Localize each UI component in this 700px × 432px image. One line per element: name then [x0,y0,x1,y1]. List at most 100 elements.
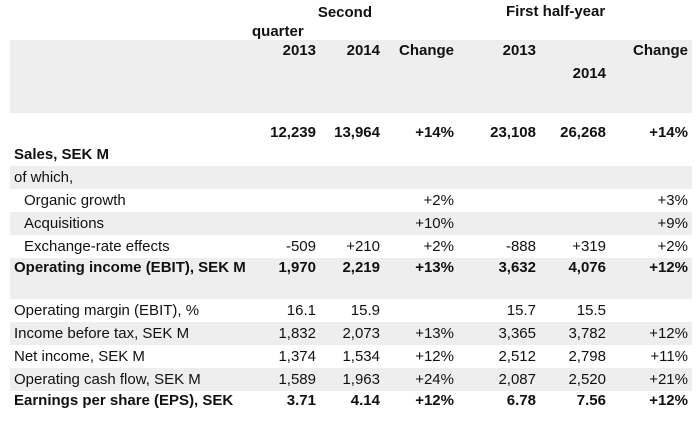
cell [458,212,540,235]
row-label: Net income, SEK M [14,348,145,365]
cell: 6.78 [506,392,536,409]
cell: 1,963 [320,368,384,391]
row-label: Exchange-rate effects [24,238,170,255]
cell: -509 [285,238,316,255]
cell [384,143,458,166]
table-row: Acquisitions +10% +9% [10,212,692,235]
header-blank [10,40,252,113]
table-row: Organic growth +2% +3% [10,189,692,212]
col-q2-change: Change [384,40,458,113]
table-row: Operating margin (EBIT), % 16.1 15.9 15.… [10,299,692,322]
table-row: Earnings per share (EPS), SEK 3.71 4.14 … [10,391,692,432]
group-header-second-quarter: Second quarter [252,3,372,41]
table-row: Operating income (EBIT), SEK M 1,970 2,2… [10,258,692,299]
cell: 2,087 [458,368,540,391]
cell [540,212,610,235]
col-h1-2014: 2014 [540,40,610,113]
cell [252,212,320,235]
cell [540,143,610,166]
row-label: Earnings per share (EPS), SEK [14,392,234,409]
cell: 2,798 [568,348,606,365]
cell [320,143,384,166]
row-label: Operating margin (EBIT), % [14,302,200,319]
cell: 3.71 [286,392,316,409]
cell: +2% [423,238,454,255]
cell [458,189,540,212]
cell [252,143,320,166]
cell: +319 [572,238,606,255]
row-label: Operating income (EBIT), SEK M [10,258,252,299]
second-quarter-line2: quarter [252,23,304,40]
col-q2-2013: 2013 [252,40,320,113]
cell: 2,512 [498,348,536,365]
cell: 3,365 [458,322,540,345]
cell: +14% [415,124,454,141]
cell [610,143,692,166]
row-label: Income before tax, SEK M [10,322,252,345]
cell [540,189,610,212]
cell [384,299,458,322]
cell: 2,520 [540,368,610,391]
group-header-first-half: First half-year [506,3,606,20]
table-row: of which, [10,166,692,189]
cell [252,189,320,212]
cell: +21% [610,368,692,391]
cell: 1,374 [278,348,316,365]
table-row: Sales, SEK M [10,143,692,166]
financial-summary: Second quarter First half-year 2013 2014… [10,3,692,409]
row-label: of which, [10,166,252,189]
cell: 15.9 [350,302,380,319]
cell [610,166,692,189]
cell: 1,832 [252,322,320,345]
cell [320,212,384,235]
row-label: Acquisitions [10,212,252,235]
cell: +12% [415,348,454,365]
cell: 15.7 [506,302,536,319]
cell: -888 [505,238,536,255]
cell: 15.5 [576,302,606,319]
cell: +2% [657,238,688,255]
cell: +12% [415,392,454,409]
cell: 2,219 [320,258,384,299]
cell: 2,073 [320,322,384,345]
cell [458,143,540,166]
cell: +24% [384,368,458,391]
row-label: Sales, SEK M [14,146,110,163]
cell: 7.56 [576,392,606,409]
cell: 26,268 [560,124,606,141]
sales-total-row: 12,239 13,964 +14% 23,108 26,268 +14% [10,113,692,143]
cell: 1,589 [252,368,320,391]
cell: +3% [657,192,688,209]
cell: +14% [649,124,688,141]
cell [320,189,384,212]
financial-table: 2013 2014 Change 2013 2014 Change 12,239… [10,40,692,432]
cell: +9% [610,212,692,235]
col-q2-2014: 2014 [320,40,384,113]
cell [610,299,692,322]
second-quarter-line1: Second [317,4,372,21]
cell: +10% [384,212,458,235]
column-header-row: 2013 2014 Change 2013 2014 Change [10,40,692,113]
cell [252,166,320,189]
cell [320,166,384,189]
cell: +11% [650,348,688,365]
cell: +12% [610,258,692,299]
cell: +12% [649,392,688,409]
cell: +13% [384,322,458,345]
cell: 16.1 [286,302,316,319]
row-label: Organic growth [24,192,126,209]
cell [540,166,610,189]
row-label: Operating cash flow, SEK M [10,368,252,391]
cell: 1,534 [342,348,380,365]
cell [384,166,458,189]
col-h1-2013: 2013 [458,40,540,113]
cell: 3,782 [540,322,610,345]
cell: 1,970 [252,258,320,299]
col-h1-change: Change [610,40,692,113]
cell: +210 [346,238,380,255]
cell: 13,964 [334,124,380,141]
table-row: Exchange-rate effects -509 +210 +2% -888… [10,235,692,258]
cell: 23,108 [490,124,536,141]
cell: 4,076 [540,258,610,299]
cell: +12% [610,322,692,345]
